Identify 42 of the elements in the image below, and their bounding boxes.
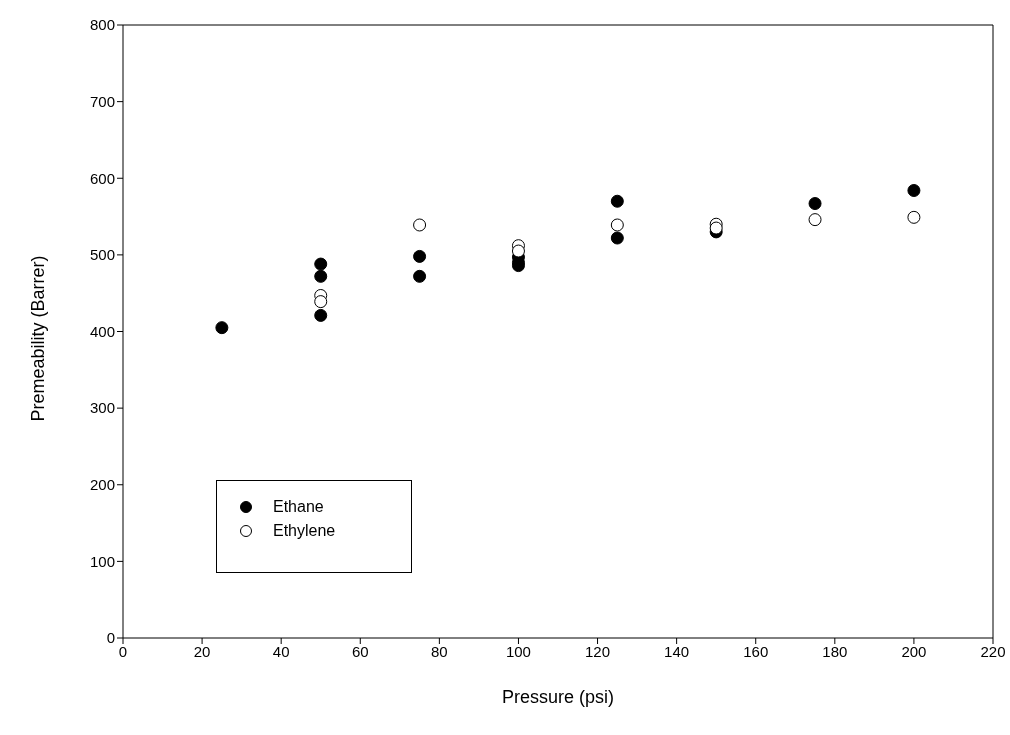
point [709, 221, 723, 235]
x-tick-label: 140 [664, 642, 690, 660]
y-tick-label: 800 [89, 16, 115, 34]
legend-label: Ethylene [273, 522, 336, 540]
x-tick-label: 200 [901, 642, 927, 660]
x-tick-label: 180 [822, 642, 848, 660]
y-tick-label: 400 [89, 322, 115, 340]
y-tick-label: 300 [89, 399, 115, 417]
x-tick-label: 100 [505, 642, 531, 660]
x-axis-title: Pressure (psi) [501, 687, 615, 707]
y-tick-label: 100 [89, 552, 115, 570]
y-axis-title: Premeability (Barrer) [28, 255, 49, 422]
y-tick-label: 500 [89, 246, 115, 264]
x-tick-label: 220 [980, 642, 1006, 660]
x-tick-label: 20 [193, 642, 211, 660]
point [511, 244, 525, 258]
point [413, 269, 427, 283]
point [610, 231, 624, 245]
point [610, 194, 624, 208]
point [314, 295, 328, 309]
point [413, 249, 427, 263]
x-tick-label: 0 [118, 642, 128, 660]
y-tick-label: 700 [89, 92, 115, 110]
y-tick-label: 0 [106, 629, 115, 647]
point [808, 197, 822, 211]
point [314, 269, 328, 283]
y-tick-label: 200 [89, 476, 115, 494]
point [314, 257, 328, 271]
x-tick-label: 40 [272, 642, 290, 660]
point [215, 321, 229, 335]
y-tick-label: 600 [89, 169, 115, 187]
x-tick-label: 120 [585, 642, 611, 660]
legend-label: Ethane [273, 498, 324, 516]
point [808, 213, 822, 227]
point [314, 308, 328, 322]
point [610, 218, 624, 232]
point [413, 218, 427, 232]
x-tick-label: 60 [351, 642, 369, 660]
point [907, 210, 921, 224]
x-tick-label: 160 [743, 642, 769, 660]
x-tick-label: 80 [431, 642, 448, 660]
point [907, 184, 921, 198]
